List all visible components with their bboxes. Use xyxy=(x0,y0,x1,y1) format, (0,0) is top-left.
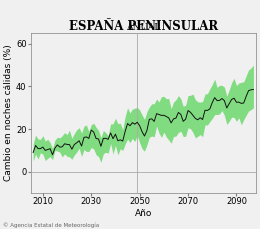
X-axis label: Año: Año xyxy=(135,209,152,218)
Text: ANUAL: ANUAL xyxy=(126,23,160,32)
Title: ESPAÑA PENINSULAR: ESPAÑA PENINSULAR xyxy=(69,20,218,33)
Y-axis label: Cambio en noches cálidas (%): Cambio en noches cálidas (%) xyxy=(4,45,13,182)
Text: © Agencia Estatal de Meteorología: © Agencia Estatal de Meteorología xyxy=(3,222,99,228)
